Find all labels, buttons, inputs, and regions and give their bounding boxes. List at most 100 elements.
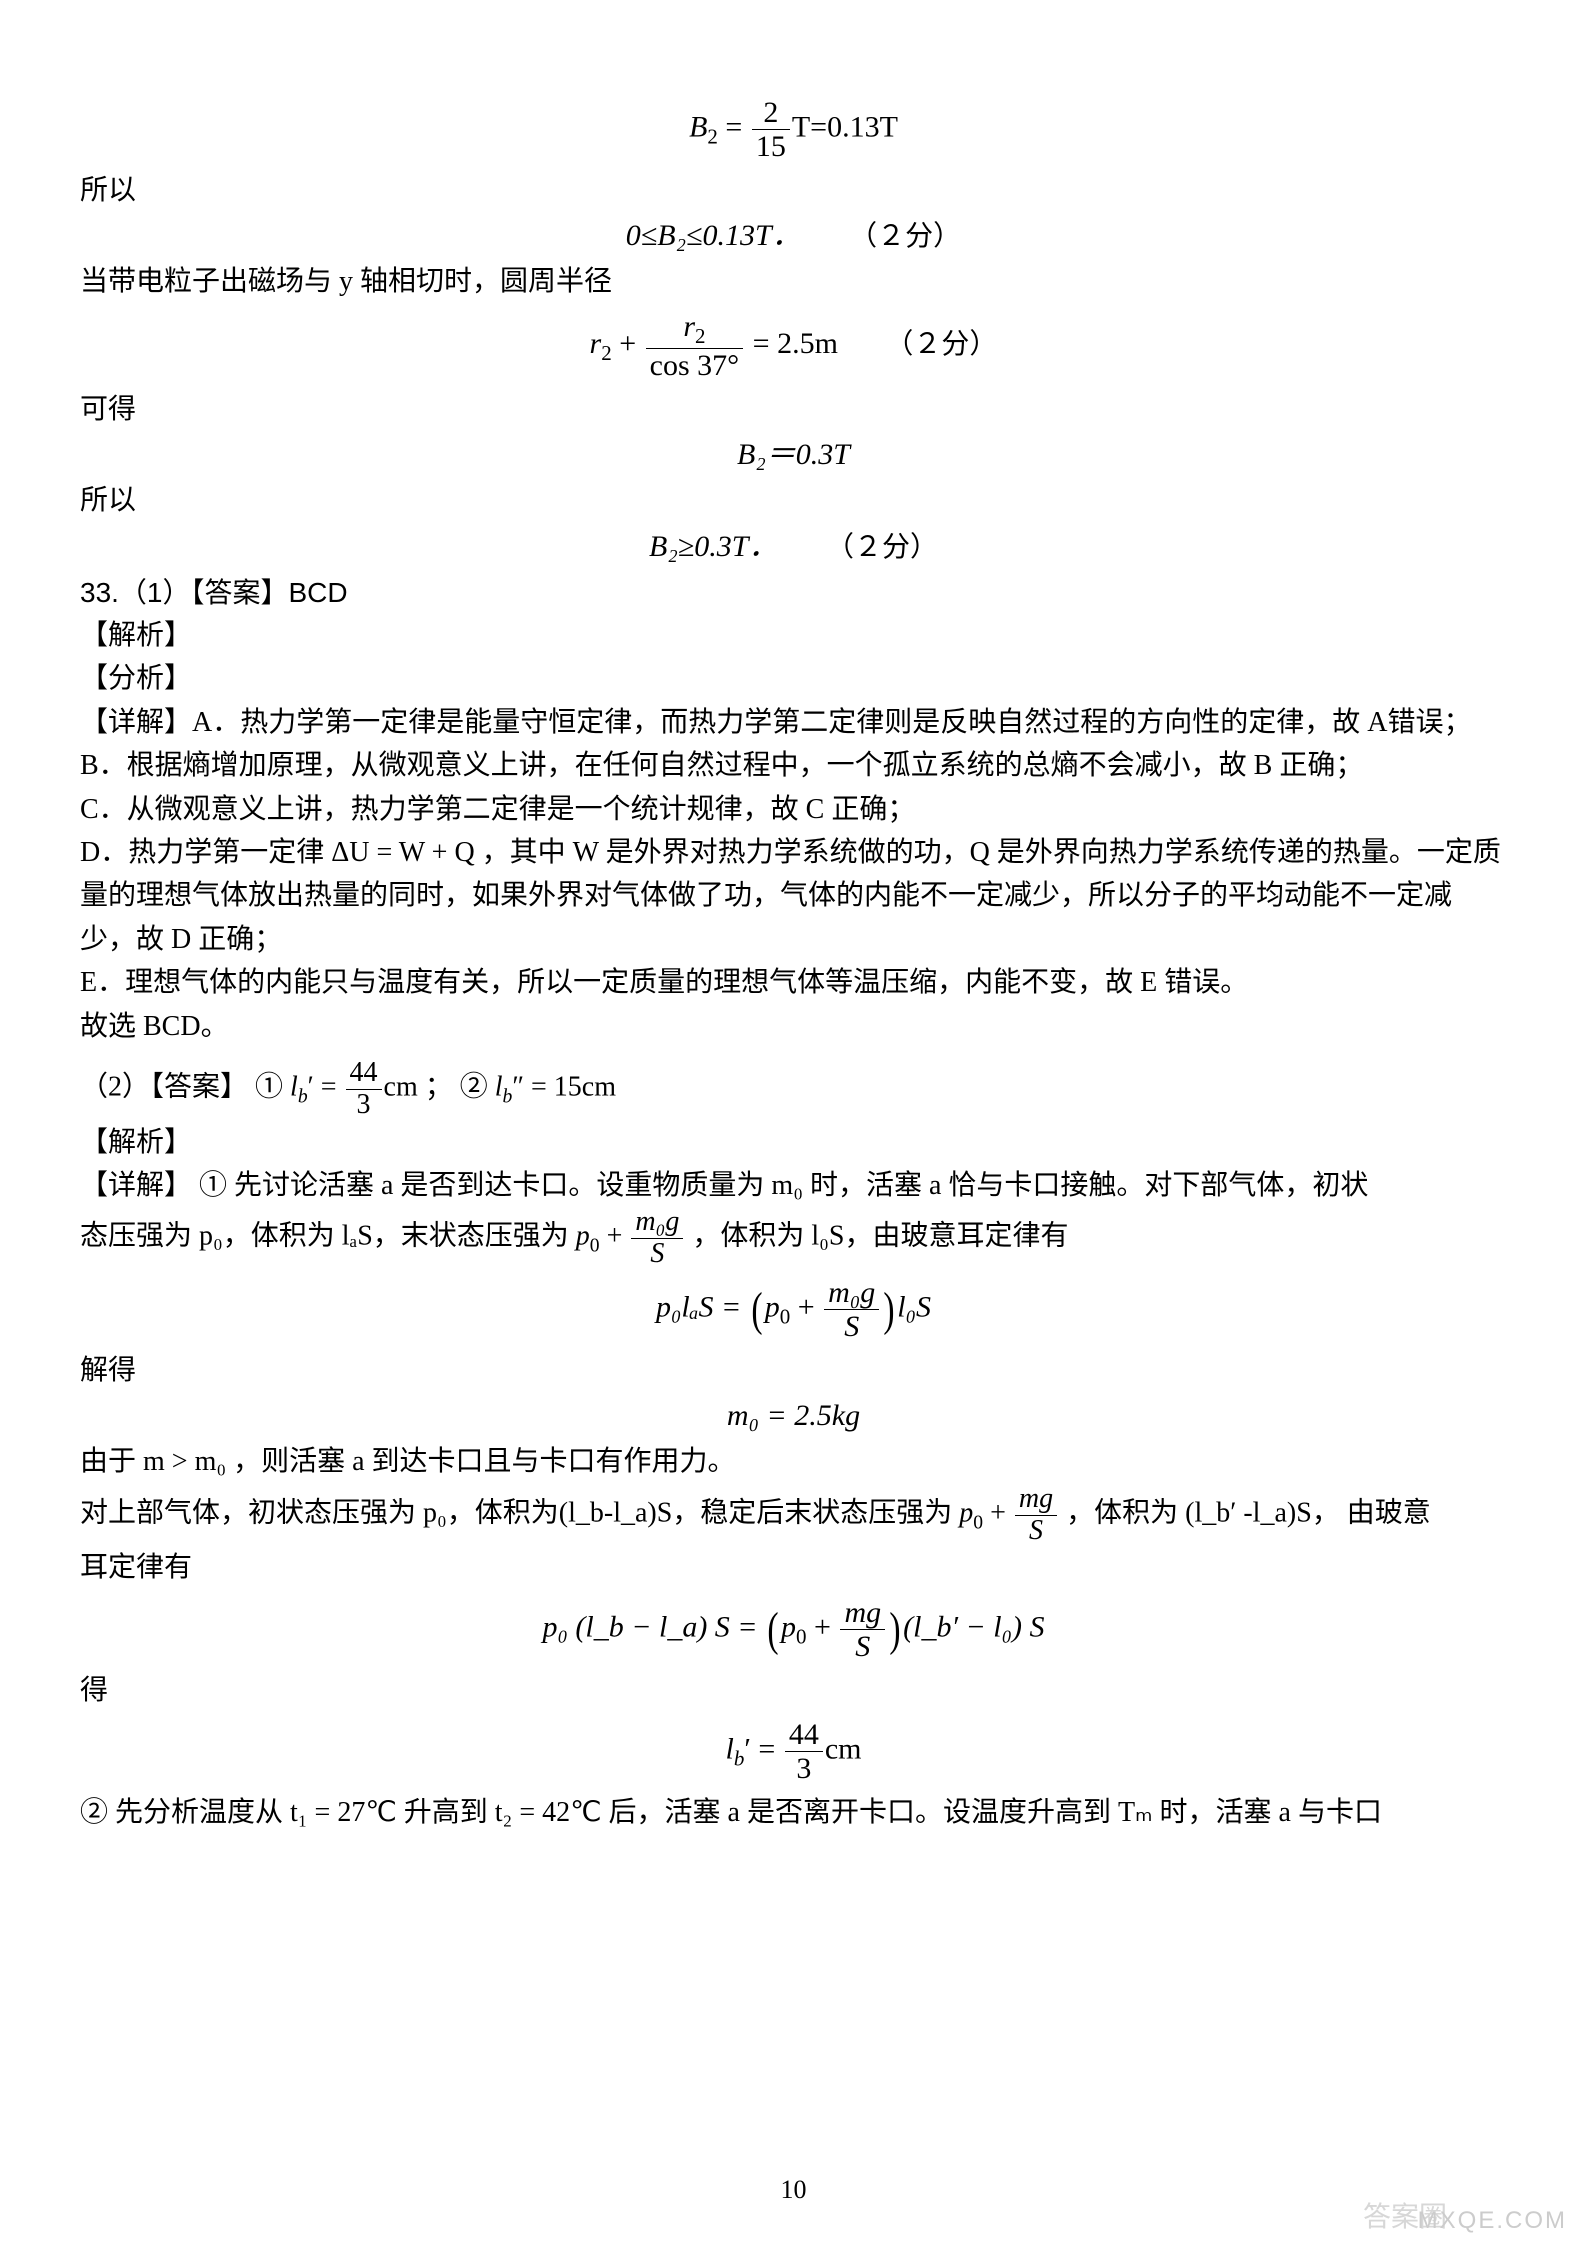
sub-0: 0 <box>590 1236 600 1257</box>
numerator: 2 <box>752 96 790 130</box>
sub-0: 0 <box>796 1624 807 1648</box>
paren-right: ) <box>890 1608 901 1651</box>
sub-b: b <box>734 1746 745 1770</box>
plus: + <box>983 1497 1013 1528</box>
sub-b: b <box>298 1086 308 1107</box>
pre-text: 态压强为 p₀，体积为 lₐS，末状态压强为 <box>80 1221 576 1252</box>
fraction: mgS <box>840 1596 885 1663</box>
numerator: 44 <box>346 1058 382 1090</box>
sub-2: 2 <box>707 124 718 148</box>
rhs: = 15cm <box>524 1072 616 1103</box>
denominator: 3 <box>785 1752 823 1785</box>
rhs-text: = 2.5m <box>745 327 838 360</box>
var-l: l <box>290 1072 298 1103</box>
text-kede: 可得 <box>80 388 1507 431</box>
formula-boyle2: p₀ (l_b − l_a) S = (p0 + mgS)(l_b′ − l₀)… <box>80 1596 1507 1663</box>
text-suoyi2: 所以 <box>80 479 1507 522</box>
fraction: m₀gS <box>631 1207 683 1270</box>
dprime: ″ <box>512 1072 524 1103</box>
q33-p1-header: 33.（1）【答案】BCD <box>80 571 1507 614</box>
text-suoyi: 所以 <box>80 169 1507 212</box>
fraction: 443 <box>785 1718 823 1785</box>
q33-jiexi2: 【解析】 <box>80 1121 1507 1164</box>
var-p: p <box>781 1610 796 1643</box>
paren-left: ( <box>751 1288 762 1331</box>
numerator: m₀g <box>824 1276 879 1310</box>
formula-b2-value: B₂＝0.3T <box>80 437 1507 473</box>
text-de: 得 <box>80 1669 1507 1712</box>
q33-p2-header: （2）【答案】 ① lb′ = 443cm ； ② lb″ = 15cm <box>80 1058 1507 1121</box>
text-tangent: 当带电粒子出磁场与 y 轴相切时，圆周半径 <box>80 260 1507 303</box>
denominator: S <box>631 1239 683 1270</box>
formula-range2: B₂≥0.3T． （２分） <box>80 529 1507 565</box>
var-l: l <box>495 1072 503 1103</box>
var-l: l <box>726 1732 734 1765</box>
fraction: 443 <box>346 1058 382 1121</box>
text-upper-gas-c: 耳定律有 <box>80 1546 1507 1589</box>
b2-eq-text: B₂＝0.3T <box>737 438 850 471</box>
page-number: 10 <box>0 2175 1587 2205</box>
numerator: 44 <box>785 1718 823 1752</box>
sub-0: 0 <box>780 1304 791 1328</box>
post-text: ，体积为 l₀S，由玻意耳定律有 <box>692 1221 1068 1252</box>
fraction: mgS <box>1015 1484 1057 1547</box>
score-text: （２分） <box>885 329 997 360</box>
unit: cm <box>825 1732 862 1765</box>
q33-guxuan: 故选 BCD。 <box>80 1005 1507 1048</box>
unit-text: T=0.13T <box>792 110 898 143</box>
lhs: p₀lₐS = <box>656 1290 749 1323</box>
var-p: p <box>765 1290 780 1323</box>
unit: cm ； <box>384 1072 460 1103</box>
numerator: mg <box>840 1596 885 1630</box>
q33-part2-2: ② 先分析温度从 t₁ = 27℃ 升高到 t₂ = 42℃ 后，活塞 a 是否… <box>80 1791 1507 1834</box>
denominator: 15 <box>752 130 790 163</box>
plus: + <box>790 1290 822 1323</box>
plus: + <box>807 1610 839 1643</box>
var-p: p <box>576 1221 590 1252</box>
plus: + <box>612 327 644 360</box>
denominator: 3 <box>346 1090 382 1121</box>
q33-detail-b: B．根据熵增加原理，从微观意义上讲，在任何自然过程中，一个孤立系统的总熵不会减小… <box>80 744 1507 787</box>
eq: = <box>314 1072 344 1103</box>
upper-b: ，体积为 (l_b′ -l_a)S， 由玻意 <box>1066 1497 1431 1528</box>
denominator: S <box>824 1310 879 1343</box>
q33-fenxi: 【分析】 <box>80 657 1507 700</box>
fraction: r2cos 37° <box>646 310 744 382</box>
range-text: 0≤B₂≤0.13T． <box>626 219 802 252</box>
fraction: 215 <box>752 96 790 163</box>
numerator: mg <box>1015 1484 1057 1516</box>
text-jiede: 解得 <box>80 1349 1507 1392</box>
circled-2: ② <box>460 1072 488 1103</box>
score-text: （２分） <box>826 532 938 563</box>
sub-2: 2 <box>601 341 612 365</box>
q33-jiexi: 【解析】 <box>80 614 1507 657</box>
denominator: S <box>840 1630 885 1663</box>
q33-detail-e: E．理想气体的内能只与温度有关，所以一定质量的理想气体等温压缩，内能不变，故 E… <box>80 961 1507 1004</box>
document-page: B2 = 215T=0.13T 所以 0≤B₂≤0.13T． （２分） 当带电粒… <box>0 0 1587 2245</box>
denominator: S <box>1015 1516 1057 1547</box>
sub-0: 0 <box>973 1512 983 1533</box>
var-r: r <box>590 327 602 360</box>
circled-1: ① <box>255 1072 283 1103</box>
m0-text: m₀ = 2.5kg <box>727 1399 860 1432</box>
fraction: m₀gS <box>824 1276 879 1343</box>
upper-a: 对上部气体，初状态压强为 p₀，体积为(l_b-l_a)S，稳定后末状态压强为 <box>80 1497 959 1528</box>
range2-text: B₂≥0.3T． <box>649 530 778 563</box>
lhs: p₀ (l_b − l_a) S = <box>542 1610 765 1643</box>
var-p: p <box>959 1497 973 1528</box>
formula-boyle1: p₀lₐS = (p0 + m₀gS)l₀S <box>80 1276 1507 1343</box>
sub-b: b <box>503 1086 513 1107</box>
formula-range1: 0≤B₂≤0.13T． （２分） <box>80 218 1507 254</box>
text-since-m: 由于 m > m₀ ，则活塞 a 到达卡口且与卡口有作用力。 <box>80 1440 1507 1483</box>
formula-lb-prime-result: lb′ = 443cm <box>80 1718 1507 1785</box>
tail: (l_b′ − l₀) S <box>903 1610 1044 1643</box>
q33-detail-d: D．热力学第一定律 ΔU = W + Q ，其中 W 是外界对热力学系统做的功，… <box>80 831 1507 961</box>
var-b: B <box>689 110 707 143</box>
denominator: cos 37° <box>646 349 744 382</box>
numerator: r2 <box>646 310 744 349</box>
formula-b2-fraction: B2 = 215T=0.13T <box>80 96 1507 163</box>
q33-detail-c: C．从微观意义上讲，热力学第二定律是一个统计规律，故 C 正确； <box>80 788 1507 831</box>
text-upper-gas: 对上部气体，初状态压强为 p₀，体积为(l_b-l_a)S，稳定后末状态压强为 … <box>80 1484 1507 1547</box>
numerator: m₀g <box>631 1207 683 1239</box>
formula-r2: r2 + r2cos 37° = 2.5m （２分） <box>80 310 1507 382</box>
